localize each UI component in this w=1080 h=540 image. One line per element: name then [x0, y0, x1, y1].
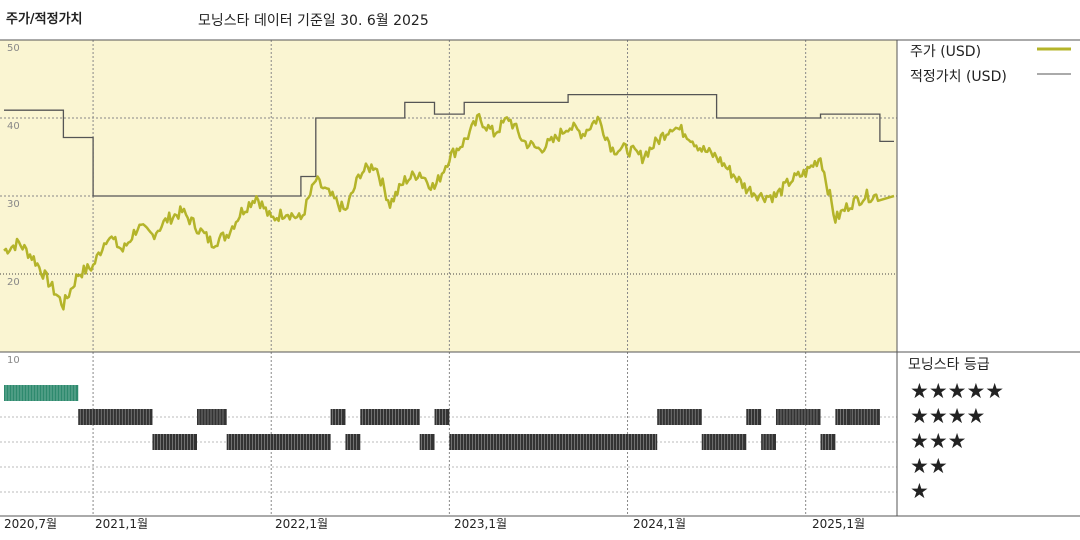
y-tick-label: 10: [7, 355, 20, 366]
rating-bar-5-star: [4, 385, 79, 401]
star-row-3: ★★★: [910, 429, 967, 453]
fair-value-series: [4, 93, 894, 197]
star-row-4: ★★★★: [910, 404, 986, 428]
chart-title: 주가/적정가치: [6, 12, 83, 27]
star-row-1: ★: [910, 479, 929, 503]
x-tick-label: 2024,1월: [633, 517, 687, 531]
rating-bar-3-star: [226, 434, 331, 450]
x-tick-label: 2022,1월: [275, 517, 329, 531]
x-tick-label: 2023,1월: [454, 517, 508, 531]
y-tick-label: 30: [7, 199, 20, 210]
fair-value-line: [4, 93, 894, 197]
x-tick-label: 2025,1월: [812, 517, 866, 531]
star-row-2: ★★: [910, 454, 948, 478]
lower-panel-background: [0, 352, 897, 516]
star-rating-bars: [4, 385, 880, 450]
x-tick-label: 2021,1월: [95, 517, 149, 531]
rating-bar-4-star: [196, 409, 227, 425]
x-tick-label: 2020,7월: [4, 517, 58, 531]
price-series: [3, 112, 895, 311]
rating-bar-4-star: [78, 409, 153, 425]
price-line: [3, 112, 895, 311]
rating-panel-title: 모닝스타 등급: [908, 357, 990, 373]
y-tick-label: 20: [7, 277, 20, 288]
y-tick-label: 50: [7, 43, 20, 54]
rating-bar-4-star: [360, 409, 420, 425]
legend-label-price: 주가 (USD): [910, 44, 982, 60]
y-tick-label: 40: [7, 121, 20, 132]
chart-subtitle: 모닝스타 데이터 기준일 30. 6월 2025: [198, 13, 429, 29]
legend-label-fair-value: 적정가치 (USD): [910, 69, 1007, 85]
star-row-5: ★★★★★: [910, 379, 1005, 403]
rating-bar-4-star: [850, 409, 880, 425]
